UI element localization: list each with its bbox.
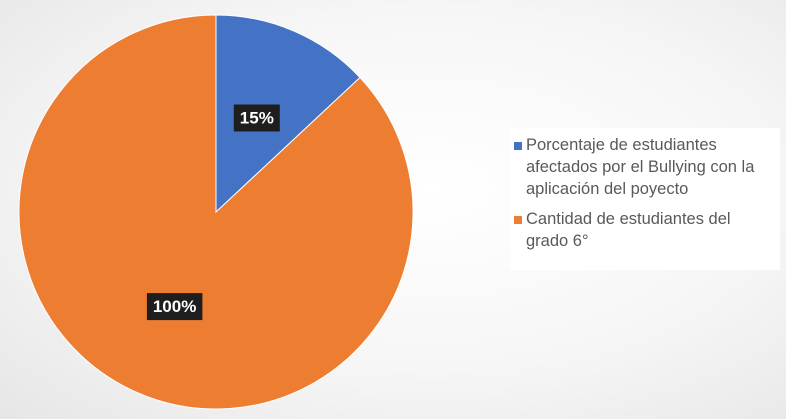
- data-label-orange: 100%: [146, 293, 203, 321]
- legend-swatch-orange: [514, 216, 522, 224]
- data-label-box-blue: [233, 104, 280, 132]
- legend-label-blue: Porcentaje de estudiantes afectados por …: [526, 136, 755, 198]
- legend: Porcentaje de estudiantes afectados por …: [510, 128, 780, 270]
- data-label-text-orange: 100%: [153, 297, 196, 316]
- legend-label-orange: Cantidad de estudiantes del grado 6°: [526, 210, 731, 250]
- pie-slice-blue: [215, 14, 361, 214]
- pie-data-labels: 15% 100%: [146, 104, 280, 321]
- legend-swatch-blue: [514, 142, 522, 150]
- data-label-blue: 15%: [233, 104, 280, 132]
- pie-slice-orange: [18, 14, 414, 410]
- legend-item-blue: Porcentaje de estudiantes afectados por …: [514, 134, 776, 200]
- data-label-box-orange: [146, 293, 203, 321]
- data-label-text-blue: 15%: [240, 109, 274, 128]
- legend-item-orange: Cantidad de estudiantes del grado 6°: [514, 208, 776, 252]
- pie-slices: [18, 14, 414, 410]
